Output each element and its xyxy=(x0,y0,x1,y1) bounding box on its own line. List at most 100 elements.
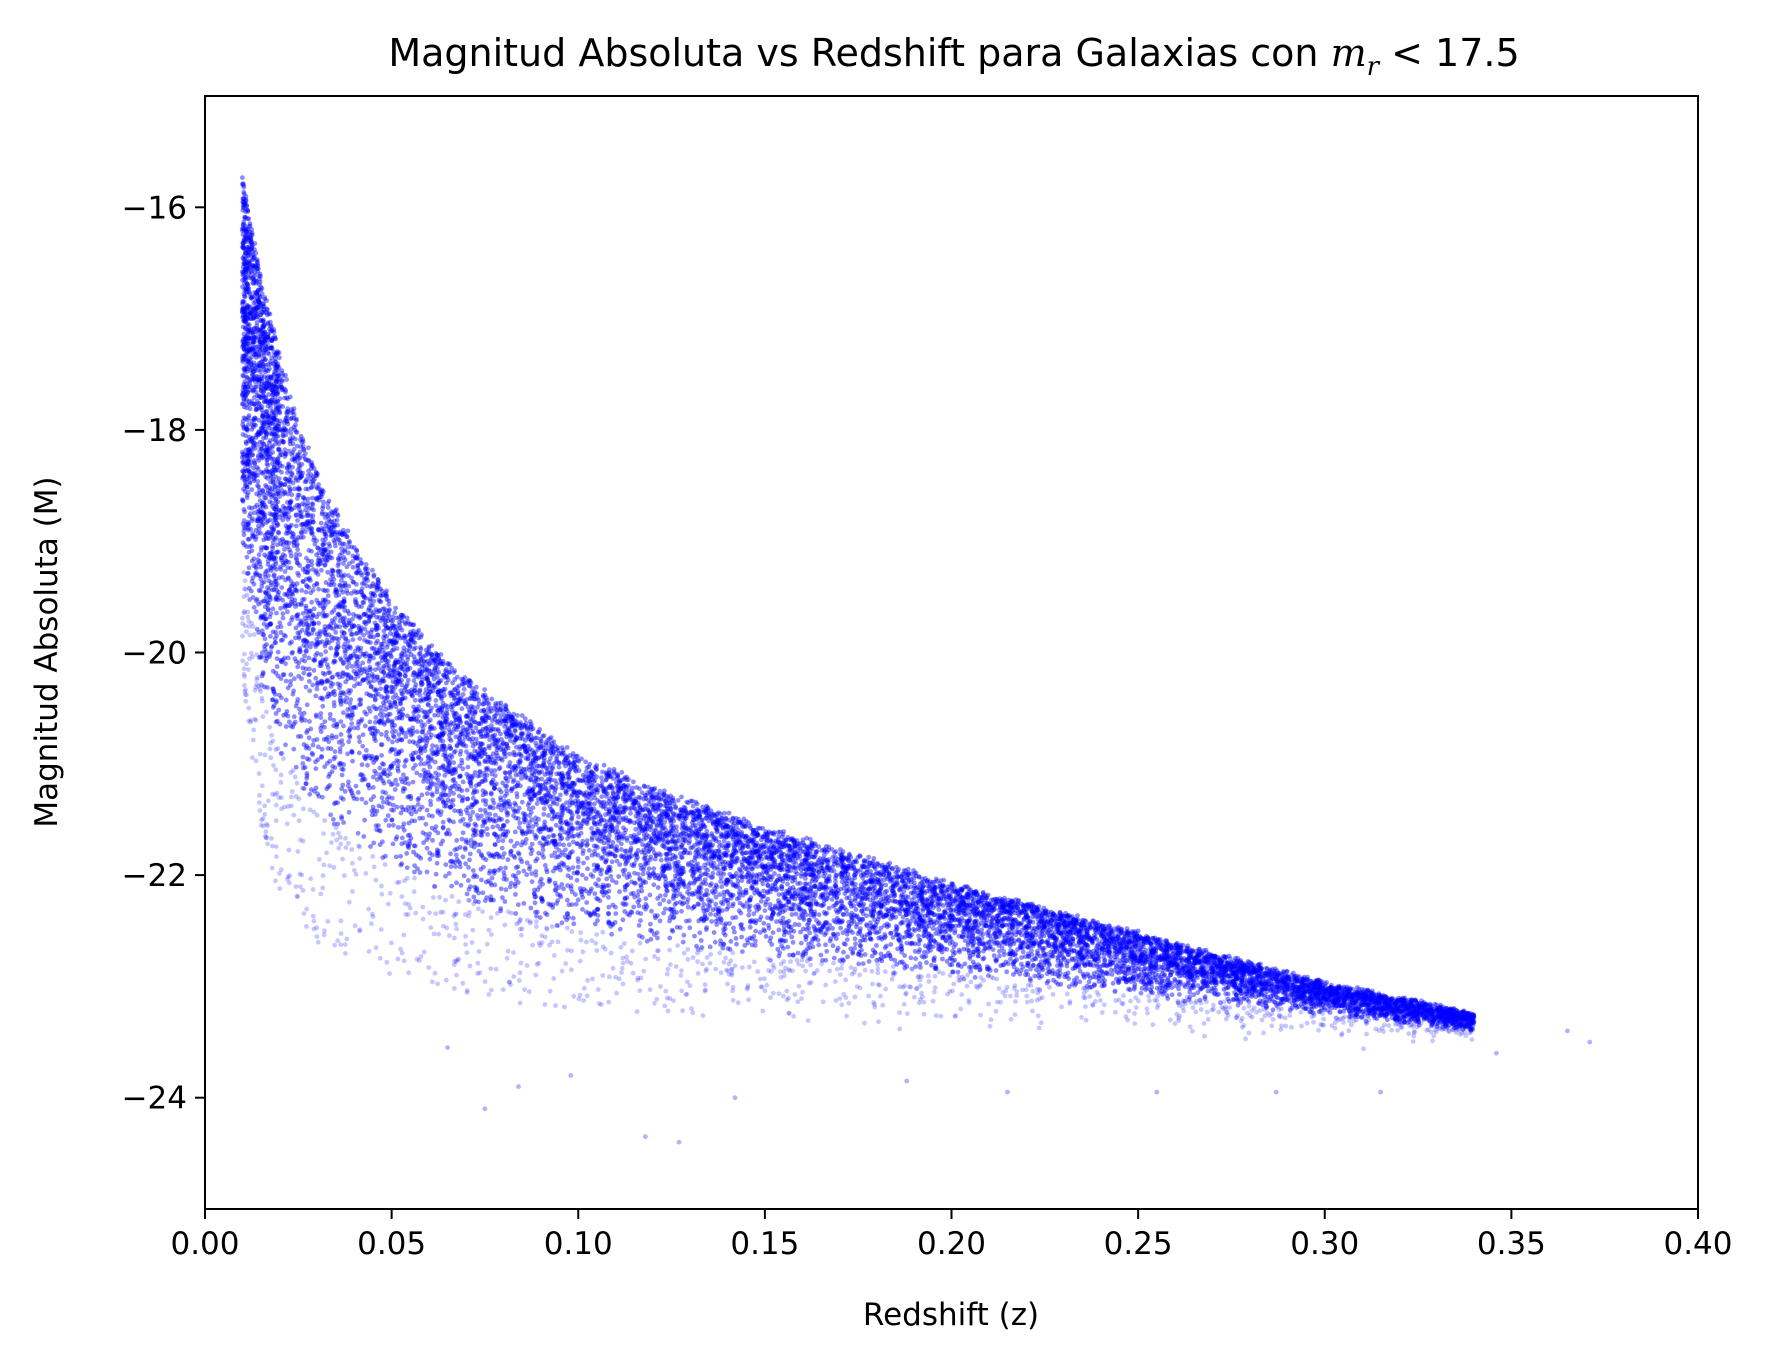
scatter-point xyxy=(625,783,631,788)
scatter-point xyxy=(346,809,352,815)
scatter-point xyxy=(443,703,448,708)
scatter-point xyxy=(843,995,849,1000)
scatter-point xyxy=(1152,997,1158,1003)
scatter-point xyxy=(746,912,752,918)
scatter-point xyxy=(735,878,741,884)
scatter-point xyxy=(938,1013,944,1019)
scatter-point xyxy=(988,922,994,928)
scatter-point xyxy=(405,912,411,917)
scatter-point xyxy=(310,887,316,892)
scatter-point xyxy=(1327,1010,1333,1015)
scatter-point xyxy=(519,859,525,865)
scatter-point xyxy=(406,970,412,976)
scatter-point xyxy=(593,881,598,887)
scatter-point xyxy=(427,856,433,862)
scatter-point xyxy=(337,618,343,624)
scatter-point xyxy=(323,656,329,662)
scatter-point xyxy=(264,655,270,661)
scatter-point xyxy=(602,946,608,952)
scatter-point xyxy=(434,789,440,795)
scatter-point xyxy=(947,989,953,994)
scatter-point xyxy=(519,932,524,938)
scatter-point xyxy=(730,997,736,1003)
scatter-point xyxy=(467,963,473,969)
scatter-point xyxy=(755,969,761,974)
scatter-point xyxy=(459,757,465,763)
scatter-point xyxy=(240,468,245,474)
scatter-point xyxy=(875,982,881,987)
scatter-point xyxy=(476,949,482,954)
scatter-point xyxy=(267,597,273,603)
scatter-point xyxy=(620,917,626,923)
scatter-point xyxy=(646,866,652,872)
scatter-point xyxy=(563,961,569,966)
scatter-point xyxy=(822,920,828,925)
scatter-point xyxy=(239,269,245,275)
scatter-point xyxy=(681,932,687,938)
scatter-point xyxy=(300,754,306,760)
scatter-point xyxy=(692,933,697,939)
scatter-point xyxy=(273,802,279,808)
scatter-point xyxy=(661,910,666,916)
scatter-point xyxy=(258,564,264,570)
scatter-point xyxy=(899,949,904,955)
scatter-point xyxy=(497,765,503,770)
scatter-point xyxy=(916,933,921,939)
scatter-point xyxy=(363,800,369,806)
scatter-point xyxy=(574,877,580,883)
scatter-point xyxy=(1065,939,1071,945)
scatter-point xyxy=(974,912,980,917)
scatter-point xyxy=(1314,981,1320,987)
chart-title-prefix: Magnitud Absoluta vs Redshift para Galax… xyxy=(388,31,1330,75)
scatter-point xyxy=(492,716,498,722)
scatter-point xyxy=(398,853,403,859)
scatter-point xyxy=(468,751,474,757)
scatter-point xyxy=(1382,1006,1388,1011)
scatter-point xyxy=(1085,951,1091,957)
scatter-point xyxy=(542,1002,548,1007)
scatter-point xyxy=(512,843,517,849)
scatter-point xyxy=(1026,904,1032,910)
scatter-point xyxy=(321,862,327,868)
scatter-point xyxy=(1301,977,1307,983)
scatter-point xyxy=(1014,989,1020,994)
scatter-point xyxy=(921,925,927,931)
scatter-point xyxy=(1244,985,1249,990)
scatter-point xyxy=(788,959,793,964)
scatter-point xyxy=(697,930,703,936)
scatter-point xyxy=(364,748,369,753)
scatter-point xyxy=(753,928,759,934)
scatter-point xyxy=(294,700,300,706)
scatter-point xyxy=(387,971,392,976)
scatter-point xyxy=(984,900,990,906)
scatter-point xyxy=(504,819,510,824)
scatter-point xyxy=(641,783,647,789)
scatter-point xyxy=(488,790,494,796)
scatter-point xyxy=(553,1003,558,1008)
scatter-point xyxy=(592,801,597,807)
scatter-point xyxy=(385,813,391,819)
scatter-point xyxy=(324,850,329,856)
scatter-point xyxy=(268,374,274,379)
scatter-point xyxy=(585,866,590,872)
scatter-point xyxy=(240,181,246,187)
scatter-point xyxy=(805,1018,811,1023)
scatter-point xyxy=(243,197,249,203)
scatter-point xyxy=(972,936,978,942)
scatter-point xyxy=(1133,1005,1139,1010)
scatter-point xyxy=(979,935,985,941)
scatter-point xyxy=(589,886,594,892)
scatter-point xyxy=(1252,980,1258,986)
scatter-point xyxy=(638,911,644,916)
scatter-point xyxy=(447,933,452,938)
scatter-point xyxy=(843,942,848,947)
scatter-point xyxy=(819,861,824,866)
scatter-point xyxy=(1263,979,1268,984)
scatter-point xyxy=(1092,999,1098,1004)
scatter-point xyxy=(584,855,590,861)
scatter-point xyxy=(501,851,507,856)
scatter-point xyxy=(335,556,341,561)
scatter-point xyxy=(580,949,586,955)
scatter-point xyxy=(664,971,670,977)
scatter-point xyxy=(242,509,248,515)
